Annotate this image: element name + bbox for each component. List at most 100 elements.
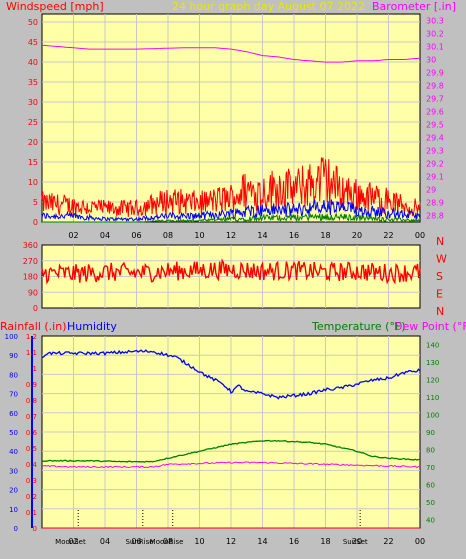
humidity-line [41, 349, 421, 400]
wind-max-line [41, 157, 421, 217]
compass-label: E [436, 288, 443, 301]
windspeed-tick-label: 25 [28, 118, 38, 127]
temperature-tick-label: 60 [426, 481, 435, 489]
temperature-axis-label: Temperature (°F) [311, 320, 406, 333]
barometer-tick-label: 29.2 [426, 160, 444, 169]
direction-tick-label: 360 [23, 241, 38, 250]
temperature-x-tick-label: 20 [352, 537, 362, 546]
temperature-tick-label: 50 [426, 499, 435, 507]
rainfall-tick-label: 0.4 [26, 461, 38, 469]
compass-label: N [436, 305, 444, 318]
compass-label: W [436, 253, 447, 266]
temperature-tick-label: 120 [426, 377, 439, 385]
humidity-tick-label: 10 [9, 506, 18, 514]
temperature-x-tick-label: 18 [320, 537, 330, 546]
temperature-x-tick-label: 06 [131, 537, 141, 546]
wind-x-tick-label: 08 [163, 231, 173, 240]
humidity-axis-label: Humidity [67, 320, 117, 333]
temperature-tick-label: 40 [426, 516, 435, 524]
temperature-x-tick-label: 12 [226, 537, 236, 546]
rainfall-tick-label: 1.2 [26, 333, 37, 341]
humidity-tick-label: 80 [9, 371, 18, 379]
wind-average-line [41, 199, 421, 222]
humidity-tick-label: 70 [9, 391, 18, 399]
wind-x-tick-label: 02 [68, 231, 78, 240]
rainfall-tick-label: 0.5 [26, 445, 37, 453]
wind-x-tick-label: 10 [194, 231, 204, 240]
barometer-tick-label: 29.8 [426, 82, 444, 91]
temperature-tick-label: 90 [426, 429, 435, 437]
temperature-line [41, 439, 420, 463]
wind-x-tick-label: 00 [415, 231, 425, 240]
event-marker-label: Set [356, 538, 368, 546]
humidity-tick-label: 100 [5, 333, 18, 341]
humidity-tick-label: 40 [9, 448, 18, 456]
windspeed-tick-label: 15 [28, 158, 38, 167]
dew-point-line [41, 461, 421, 469]
wind-x-tick-label: 04 [100, 231, 110, 240]
temperature-x-tick-label: 14 [257, 537, 267, 546]
temperature-tick-label: 100 [426, 412, 439, 420]
event-marker-label: Rise [139, 538, 154, 546]
rainfall-tick-label: 0 [33, 525, 37, 533]
windspeed-tick-label: 45 [28, 38, 38, 47]
temperature-tick-label: 130 [426, 359, 439, 367]
rainfall-tick-label: 0.7 [26, 413, 37, 421]
windspeed-tick-label: 10 [28, 178, 38, 187]
barometer-tick-label: 28.9 [426, 199, 444, 208]
barometer-line [41, 44, 421, 63]
temperature-x-tick-label: 16 [289, 537, 299, 546]
temperature-x-tick-label: 10 [194, 537, 204, 546]
temperature-tick-label: 110 [426, 394, 439, 402]
rainfall-tick-label: 1 [33, 365, 37, 373]
graph-title: 24 hour graph day August 07 2022 [172, 0, 365, 13]
direction-tick-label: 180 [23, 273, 38, 282]
rainfall-tick-label: 0.3 [26, 477, 37, 485]
wind-x-tick-label: 06 [131, 231, 141, 240]
windspeed-tick-label: 40 [28, 58, 38, 67]
barometer-tick-label: 29.3 [426, 147, 444, 156]
temperature-x-tick-label: 22 [383, 537, 393, 546]
humidity-tick-label: 0 [14, 525, 18, 533]
barometer-tick-label: 30 [426, 56, 436, 65]
wind-x-tick-label: 12 [226, 231, 236, 240]
barometer-tick-label: 29 [426, 186, 436, 195]
windspeed-tick-label: 0 [33, 218, 38, 227]
barometer-tick-label: 29.7 [426, 95, 444, 104]
rainfall-tick-label: 1.1 [26, 349, 37, 357]
event-marker-label: Sun [125, 538, 138, 546]
barometer-axis-label: Barometer [.in] [372, 0, 456, 13]
windspeed-axis-label: Windspeed [mph] [6, 0, 104, 13]
temperature-x-tick-label: 04 [100, 537, 110, 546]
windspeed-tick-label: 50 [28, 18, 38, 27]
barometer-tick-label: 29.9 [426, 69, 444, 78]
barometer-tick-label: 30.3 [426, 17, 444, 26]
wind-x-tick-label: 20 [352, 231, 362, 240]
humidity-tick-label: 20 [9, 487, 18, 495]
barometer-tick-label: 30.1 [426, 43, 444, 52]
wind-direction-line [41, 258, 421, 285]
dew-point-axis-label: Dew Point (°F) [394, 320, 466, 333]
temperature-x-tick-label: 08 [163, 537, 173, 546]
humidity-tick-label: 50 [9, 429, 18, 437]
temperature-tick-label: 140 [426, 342, 439, 350]
rainfall-tick-label: 0.6 [26, 429, 38, 437]
event-marker-label: Sun [343, 538, 356, 546]
wind-x-tick-label: 18 [320, 231, 330, 240]
event-marker-label: Rise [169, 538, 184, 546]
windspeed-tick-label: 20 [28, 138, 38, 147]
wind-low-line [42, 212, 421, 223]
windspeed-tick-label: 30 [28, 98, 38, 107]
humidity-tick-label: 90 [9, 352, 18, 360]
barometer-tick-label: 29.1 [426, 173, 444, 182]
temperature-tick-label: 70 [426, 464, 435, 472]
barometer-tick-label: 29.4 [426, 134, 444, 143]
wind-x-tick-label: 14 [257, 231, 267, 240]
barometer-tick-label: 28.8 [426, 212, 444, 221]
wind-x-tick-label: 16 [289, 231, 299, 240]
humidity-tick-label: 60 [9, 410, 18, 418]
windspeed-tick-label: 5 [33, 198, 38, 207]
event-marker-label: Moon [150, 538, 169, 546]
